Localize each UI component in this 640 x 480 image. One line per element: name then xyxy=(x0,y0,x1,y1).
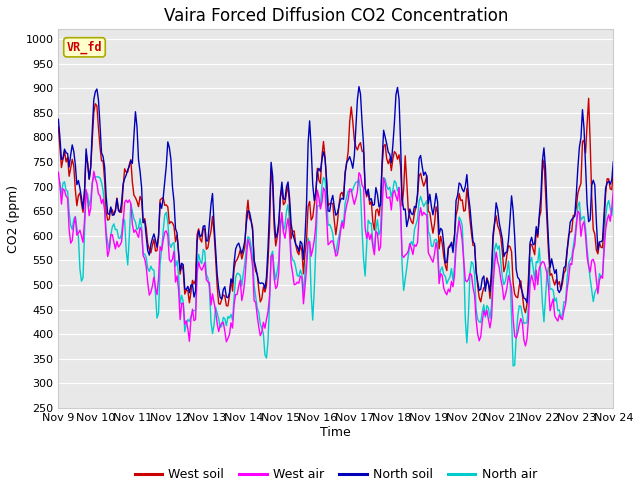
X-axis label: Time: Time xyxy=(321,426,351,439)
Legend: West soil, West air, North soil, North air: West soil, West air, North soil, North a… xyxy=(130,464,542,480)
Y-axis label: CO2 (ppm): CO2 (ppm) xyxy=(7,185,20,252)
Title: Vaira Forced Diffusion CO2 Concentration: Vaira Forced Diffusion CO2 Concentration xyxy=(164,7,508,25)
Text: VR_fd: VR_fd xyxy=(67,41,102,54)
